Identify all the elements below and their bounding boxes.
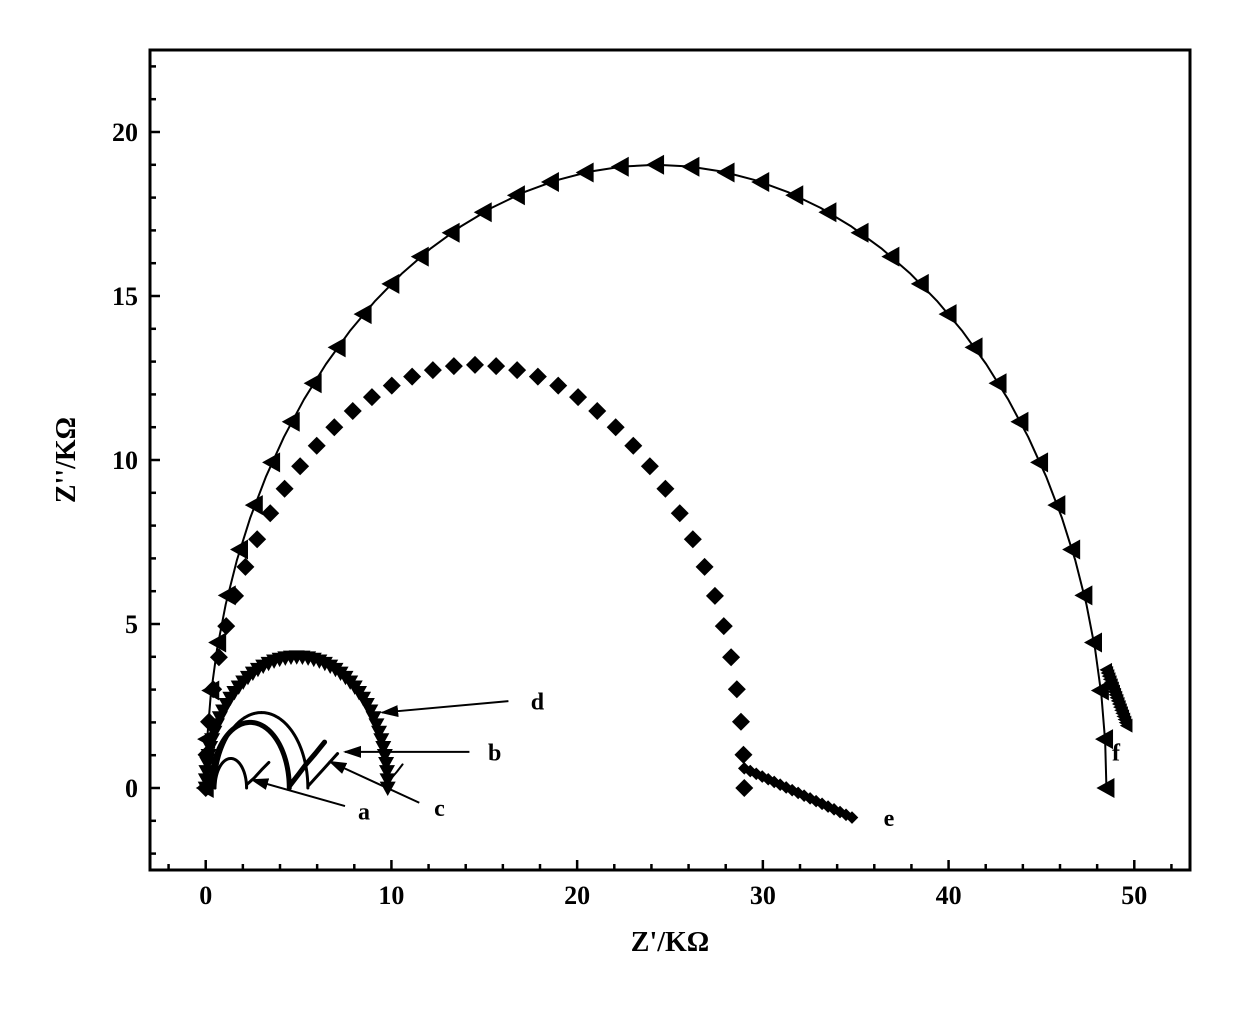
series-label-d: d [531, 689, 545, 715]
x-tick-label: 20 [564, 881, 590, 910]
y-tick-label: 10 [112, 446, 138, 475]
series-label-c: c [434, 796, 445, 822]
y-tick-label: 15 [112, 282, 138, 311]
x-tick-label: 10 [378, 881, 404, 910]
series-label-b: b [488, 740, 501, 766]
x-tick-label: 40 [936, 881, 962, 910]
x-tick-label: 50 [1121, 881, 1147, 910]
x-tick-label: 0 [199, 881, 212, 910]
nyquist-chart: 0 10 20 30 40 50 Z'/KΩ 0 5 10 15 20 Z''/KΩ a b c d e f [0, 0, 1240, 1010]
series-label-f: f [1112, 740, 1121, 766]
x-tick-label: 30 [750, 881, 776, 910]
series-label-a: a [358, 799, 370, 825]
x-axis-title: Z'/KΩ [631, 927, 709, 958]
y-axis-title: Z''/KΩ [51, 417, 82, 503]
y-tick-label: 20 [112, 118, 138, 147]
chart-svg: 0 10 20 30 40 50 Z'/KΩ 0 5 10 15 20 Z''/KΩ a b c d e f [0, 0, 1240, 1010]
series-label-e: e [884, 806, 895, 832]
y-tick-label: 5 [125, 610, 138, 639]
y-tick-label: 0 [125, 774, 138, 803]
